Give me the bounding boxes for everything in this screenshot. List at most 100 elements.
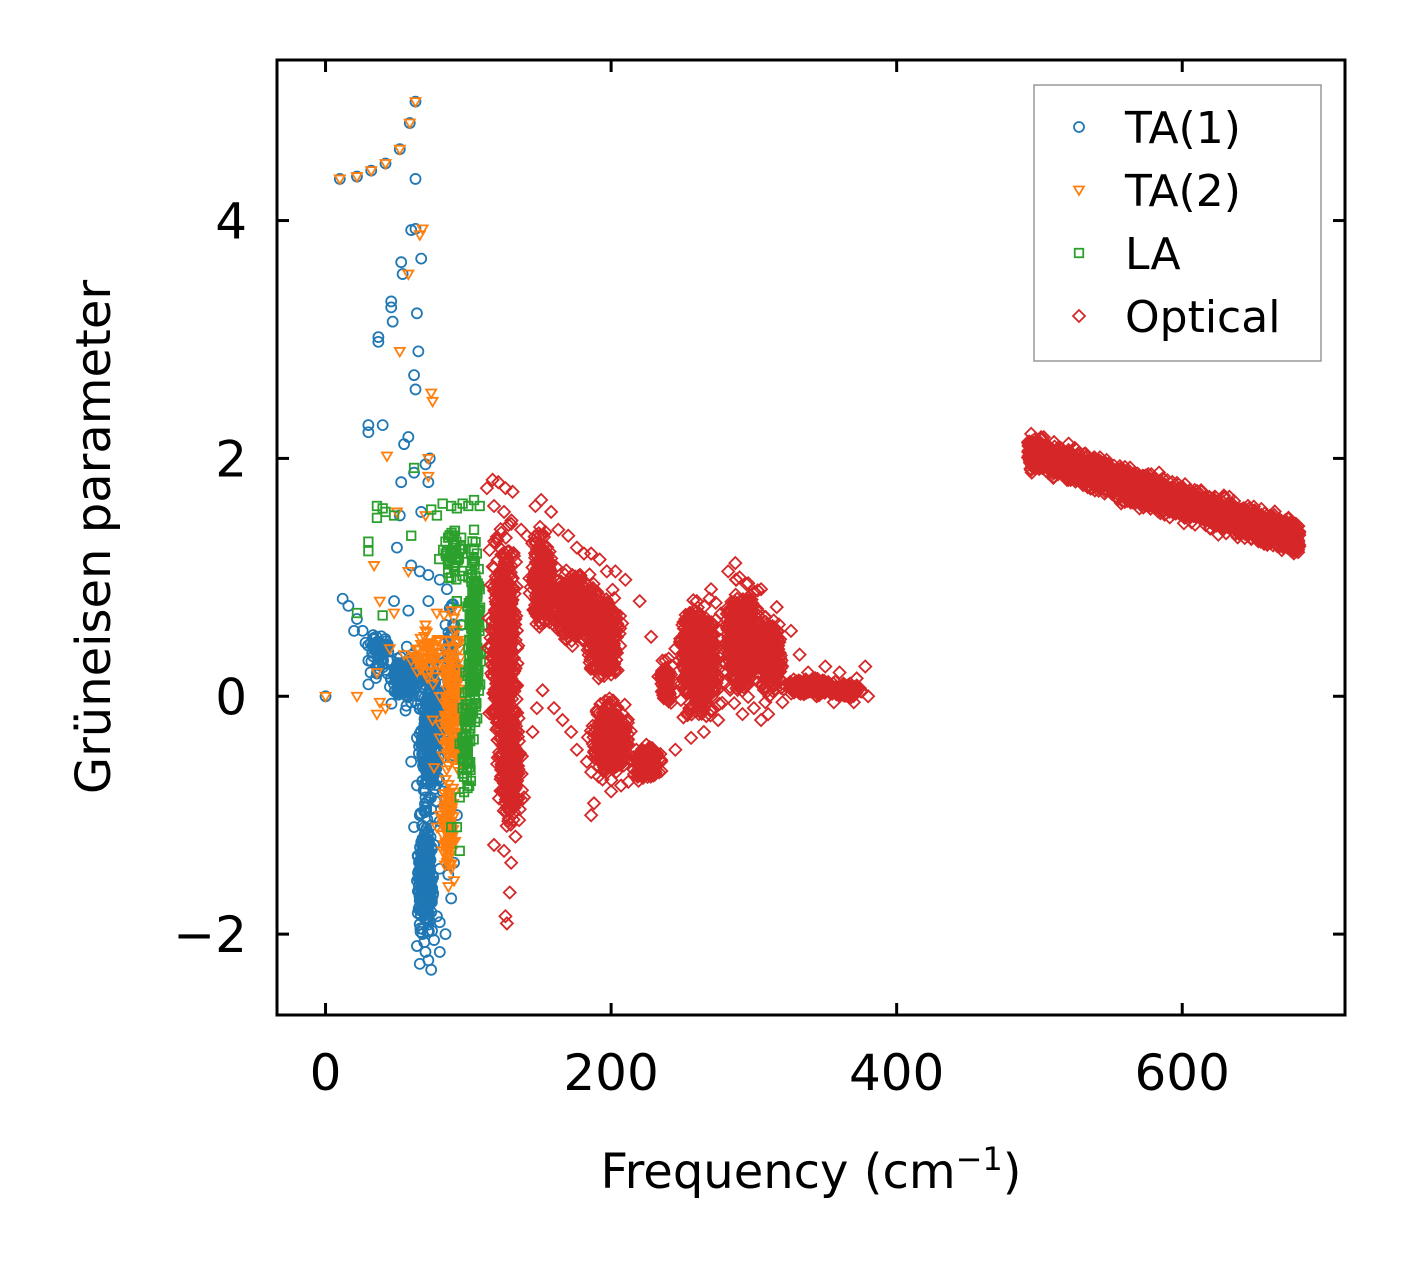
data-point bbox=[449, 637, 463, 649]
data-point bbox=[405, 224, 418, 236]
data-point bbox=[426, 396, 440, 409]
data-point bbox=[362, 678, 375, 691]
data-point bbox=[422, 827, 435, 839]
data-point bbox=[448, 530, 460, 541]
data-point bbox=[393, 144, 407, 156]
data-point bbox=[401, 269, 415, 281]
data-point bbox=[468, 581, 479, 592]
data-point bbox=[445, 892, 458, 905]
data-point bbox=[458, 771, 470, 782]
data-point bbox=[442, 702, 456, 714]
data-point bbox=[447, 876, 461, 888]
data-point bbox=[373, 596, 387, 608]
series-optical bbox=[479, 426, 1307, 931]
data-point bbox=[427, 763, 441, 775]
data-point bbox=[501, 517, 516, 533]
data-point bbox=[446, 644, 460, 656]
data-point bbox=[441, 792, 455, 805]
data-point bbox=[463, 500, 474, 512]
data-point bbox=[388, 510, 400, 521]
data-point bbox=[451, 821, 463, 833]
data-point bbox=[416, 662, 430, 674]
data-point bbox=[446, 500, 457, 512]
data-point bbox=[423, 666, 437, 679]
plot-area bbox=[318, 95, 1307, 976]
data-point bbox=[460, 667, 471, 678]
data-point bbox=[412, 902, 425, 915]
data-point bbox=[426, 679, 440, 691]
data-point bbox=[336, 592, 349, 605]
data-point bbox=[416, 653, 430, 665]
data-point bbox=[351, 607, 363, 619]
data-point bbox=[447, 626, 461, 638]
data-point bbox=[440, 536, 451, 547]
data-point bbox=[439, 619, 452, 631]
data-point bbox=[425, 880, 438, 893]
data-point bbox=[453, 644, 467, 656]
data-point bbox=[445, 832, 459, 844]
data-point bbox=[419, 726, 432, 738]
data-point bbox=[416, 749, 429, 762]
data-point bbox=[385, 295, 398, 308]
data-point bbox=[405, 755, 418, 768]
data-point bbox=[342, 599, 355, 612]
data-point bbox=[449, 670, 464, 682]
data-point bbox=[356, 624, 369, 637]
data-point bbox=[318, 691, 333, 704]
data-point bbox=[403, 118, 417, 130]
data-point bbox=[362, 654, 375, 667]
data-point bbox=[428, 699, 441, 712]
data-point bbox=[400, 640, 413, 653]
data-point bbox=[408, 676, 420, 688]
data-point bbox=[437, 610, 451, 622]
data-point bbox=[396, 268, 409, 280]
data-point bbox=[482, 542, 497, 558]
data-point bbox=[363, 546, 374, 557]
data-point bbox=[460, 716, 472, 728]
data-point bbox=[443, 557, 454, 569]
data-point bbox=[413, 904, 426, 917]
data-point bbox=[422, 848, 435, 861]
data-point bbox=[422, 595, 435, 608]
data-point bbox=[418, 511, 433, 523]
data-point bbox=[370, 668, 384, 680]
data-point bbox=[457, 703, 468, 714]
data-point bbox=[446, 546, 458, 557]
data-point bbox=[401, 566, 415, 579]
data-point bbox=[426, 715, 440, 727]
data-point bbox=[501, 561, 517, 576]
data-point bbox=[447, 750, 461, 762]
data-point bbox=[404, 656, 418, 668]
data-point bbox=[415, 875, 427, 888]
data-point bbox=[457, 732, 468, 743]
data-point bbox=[393, 684, 406, 697]
data-point bbox=[474, 500, 485, 512]
data-point bbox=[370, 709, 384, 721]
data-point bbox=[408, 462, 420, 474]
data-point bbox=[422, 918, 435, 931]
data-point bbox=[504, 513, 519, 528]
data-point bbox=[424, 388, 438, 400]
data-point bbox=[378, 159, 393, 171]
data-point bbox=[425, 963, 438, 976]
data-point bbox=[367, 561, 381, 573]
data-point bbox=[477, 619, 488, 631]
data-point bbox=[463, 659, 474, 671]
data-point bbox=[405, 696, 418, 709]
data-point bbox=[408, 369, 420, 382]
data-point bbox=[395, 476, 408, 489]
data-point bbox=[426, 504, 437, 515]
data-point bbox=[411, 874, 423, 887]
data-point bbox=[431, 910, 443, 923]
data-point bbox=[333, 174, 347, 186]
data-point bbox=[470, 536, 481, 548]
data-point bbox=[393, 346, 407, 359]
data-point bbox=[350, 691, 364, 704]
data-point bbox=[402, 604, 415, 617]
data-point bbox=[430, 608, 444, 620]
data-point bbox=[468, 605, 479, 617]
data-point bbox=[348, 624, 361, 637]
data-point bbox=[446, 572, 457, 583]
data-point bbox=[377, 610, 388, 621]
